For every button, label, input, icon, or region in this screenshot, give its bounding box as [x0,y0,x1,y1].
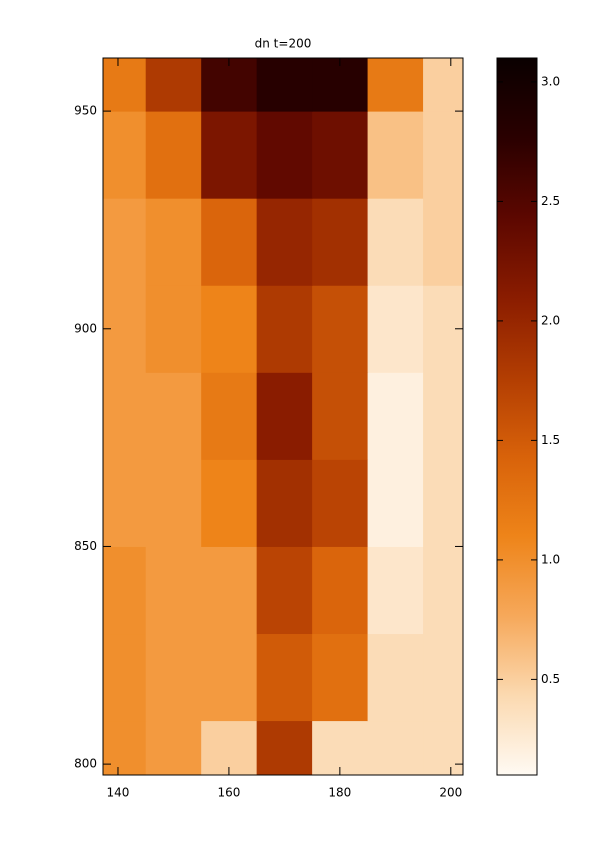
heat-cell [312,285,369,373]
heat-cell [145,459,202,547]
x-tick-label: 160 [217,786,240,800]
x-tick-label: 200 [439,786,462,800]
heat-cell [201,459,258,547]
colorbar-fill [497,58,537,775]
colorbar-tick-label: 0.5 [541,672,560,686]
heat-cell [103,58,147,112]
heat-cell [145,372,202,460]
y-tick-label: 850 [74,539,97,553]
heat-cell [103,459,147,547]
heat-cell [145,633,202,722]
heat-cell [423,546,463,635]
heat-cell [423,633,463,722]
heat-cell [367,720,424,775]
heat-cell [145,720,202,775]
heat-cell [367,111,424,199]
colorbar: 0.5 1.0 1.5 2.0 2.5 3.0 [496,57,560,776]
heat-cell [423,372,463,460]
heatmap [103,58,463,775]
heat-cell [367,459,424,547]
heat-cell [103,720,147,775]
heat-cell [201,111,258,199]
heat-cell [256,720,313,775]
colorbar-tick-label: 1.5 [541,433,560,447]
heat-cell [367,285,424,373]
heat-cell [145,198,202,286]
heat-cell [145,285,202,373]
heat-cell [312,459,369,547]
heat-cell [256,198,313,286]
heat-cell [367,546,424,635]
heat-cell [145,546,202,635]
heat-cell [423,198,463,286]
heat-cell [103,633,147,722]
heat-cell [201,58,258,112]
colorbar-tick-label: 2.5 [541,194,560,208]
heat-cell [201,285,258,373]
heat-cell [103,546,147,635]
heat-cell [367,633,424,722]
heat-cell [367,372,424,460]
heat-cell [201,372,258,460]
heat-cell [312,720,369,775]
colorbar-tick-label: 3.0 [541,74,560,88]
heat-cell [145,58,202,112]
y-tick-label: 800 [74,757,97,771]
heat-cell [367,198,424,286]
x-tick-label: 140 [107,786,130,800]
x-tick-label: 180 [328,786,351,800]
heat-cell [312,633,369,722]
heat-cell [423,111,463,199]
heat-cell [103,372,147,460]
y-tick-label: 900 [74,321,97,335]
heat-cell [103,111,147,199]
heat-cell [312,58,369,112]
heat-cell [201,720,258,775]
heat-cell [423,58,463,112]
heat-cell [201,546,258,635]
heat-cell [256,459,313,547]
heat-cell [201,633,258,722]
heat-cell [312,198,369,286]
colorbar-tick-label: 1.0 [541,552,560,566]
heat-cell [312,546,369,635]
heat-cell [103,198,147,286]
y-tick-label: 950 [74,104,97,118]
heat-cell [312,111,369,199]
plot-frame [102,57,464,776]
heat-cell [256,372,313,460]
heat-cell [367,58,424,112]
heat-cell [312,372,369,460]
heat-cell [423,459,463,547]
heat-cell [256,58,313,112]
heat-cell [423,720,463,775]
heat-cell [201,198,258,286]
colorbar-tick-label: 2.0 [541,313,560,327]
heat-cell [145,111,202,199]
heat-cell [256,285,313,373]
axes: 140 160 180 200 800 850 900 950 [74,57,464,800]
heat-cell [256,546,313,635]
heat-cell [256,633,313,722]
colorbar-frame [496,57,538,776]
chart-title: dn t=200 [255,37,312,51]
heat-cell [256,111,313,199]
